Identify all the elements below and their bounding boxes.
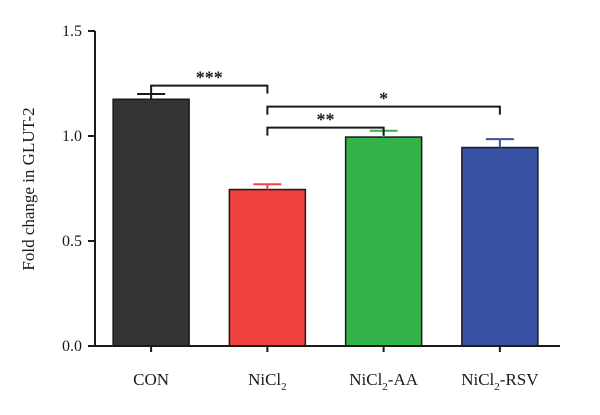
bar-0 [112,98,190,347]
y-tick-label-2: 1.0 [62,128,82,145]
significance-bracket-0 [150,84,269,94]
bars-group [112,98,539,347]
x-labels-group: CON NiCl2 NiCl2-AA NiCl2-RSV [133,346,539,393]
significance-label-2: * [379,89,388,109]
significance-bracket-1 [266,126,385,136]
error-bars-group [137,93,514,190]
significance-group: ****** [150,68,501,136]
y-tick-label-0: 0.0 [62,338,82,355]
x-tick-label-2: NiCl2-AA [349,370,419,393]
y-tick-label-3: 1.5 [62,23,82,40]
y-ticks-group: 0.0 0.5 1.0 1.5 [62,23,95,355]
bar-1 [228,188,307,347]
significance-label-1: ** [317,110,335,130]
bar-3 [461,146,539,347]
x-tick-label-0: CON [133,370,169,389]
y-axis-label: Fold change in GLUT-2 [19,107,38,270]
significance-label-0: *** [196,68,223,88]
axes-group [94,31,560,347]
x-tick-label-3: NiCl2-RSV [461,370,539,393]
significance-bracket-2 [266,105,501,115]
x-tick-label-1: NiCl2 [248,370,287,393]
y-tick-label-1: 0.5 [62,233,82,250]
bar-2 [344,136,423,347]
